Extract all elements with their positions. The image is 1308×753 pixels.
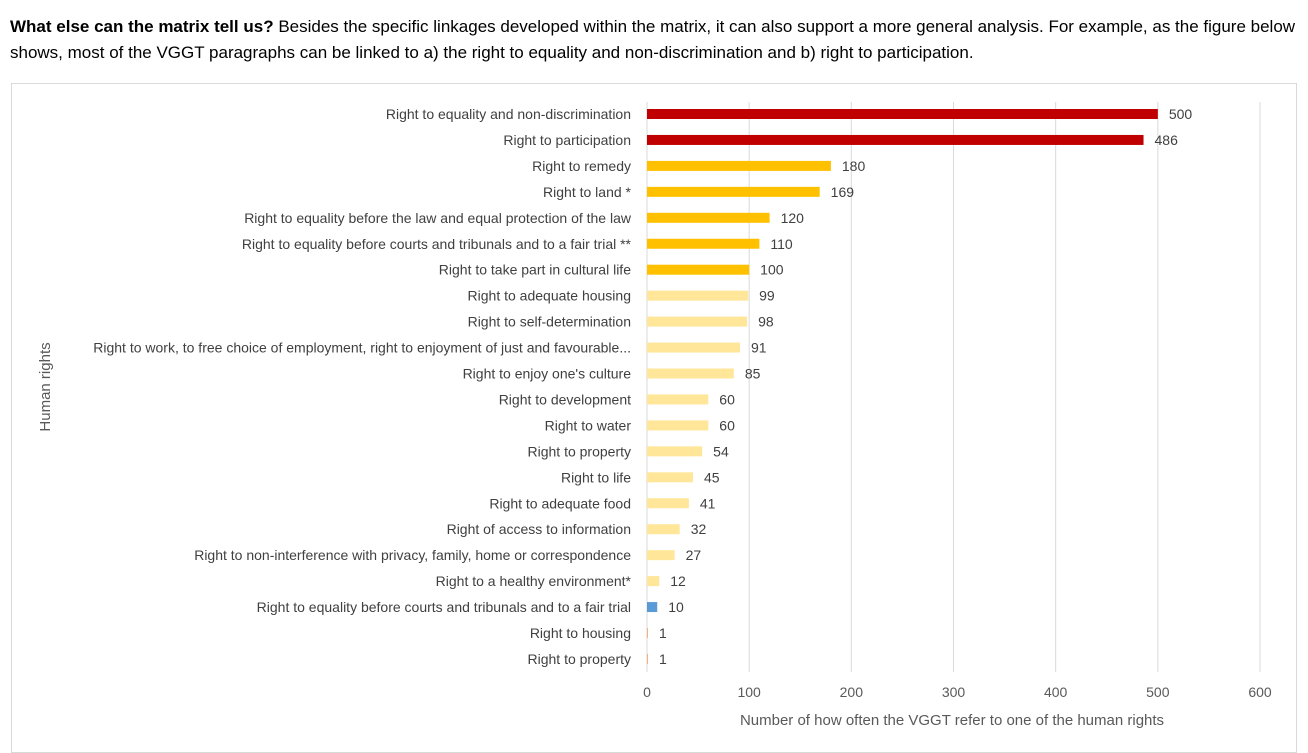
category-label: Right to property bbox=[528, 443, 632, 459]
bar bbox=[647, 576, 660, 587]
value-label: 32 bbox=[691, 521, 707, 537]
bar bbox=[647, 342, 740, 353]
value-label: 27 bbox=[686, 547, 702, 563]
value-label: 41 bbox=[700, 495, 716, 511]
bar bbox=[647, 238, 760, 249]
bar bbox=[647, 186, 820, 197]
category-label: Right to equality before courts and trib… bbox=[257, 599, 631, 615]
value-label: 110 bbox=[770, 236, 793, 252]
bar bbox=[647, 524, 680, 535]
bars bbox=[647, 109, 1158, 664]
value-label: 180 bbox=[842, 158, 866, 174]
bar bbox=[647, 160, 831, 171]
category-label: Right to development bbox=[499, 391, 631, 407]
category-label: Right to a healthy environment* bbox=[436, 573, 632, 589]
category-label: Right to remedy bbox=[532, 158, 631, 174]
value-label: 60 bbox=[719, 417, 735, 433]
x-axis-title: Number of how often the VGGT refer to on… bbox=[740, 712, 1164, 729]
value-label: 85 bbox=[745, 366, 761, 382]
category-label: Right to enjoy one's culture bbox=[463, 366, 632, 382]
intro-text: Besides the specific linkages developed … bbox=[10, 17, 1296, 62]
value-label: 486 bbox=[1155, 132, 1179, 148]
x-tick-label: 300 bbox=[942, 684, 966, 700]
category-label: Right to housing bbox=[530, 625, 631, 641]
intro-paragraph: What else can the matrix tell us? Beside… bbox=[10, 14, 1300, 66]
value-label: 169 bbox=[831, 184, 855, 200]
bar bbox=[647, 446, 703, 457]
intro-lead: What else can the matrix tell us? bbox=[10, 17, 274, 36]
x-tick-label: 500 bbox=[1146, 684, 1170, 700]
category-label: Right to land * bbox=[543, 184, 631, 200]
category-label: Right to non-interference with privacy, … bbox=[194, 547, 631, 563]
category-label: Right to adequate food bbox=[489, 495, 631, 511]
value-label: 100 bbox=[760, 262, 784, 278]
bar bbox=[647, 472, 693, 483]
category-label: Right to life bbox=[561, 469, 631, 485]
bar bbox=[647, 653, 649, 664]
category-label: Right to adequate housing bbox=[468, 288, 631, 304]
y-axis-title: Human rights bbox=[37, 342, 54, 431]
category-label: Right to self-determination bbox=[468, 314, 631, 330]
category-label: Right to participation bbox=[503, 132, 631, 148]
value-label: 54 bbox=[713, 443, 729, 459]
bar bbox=[647, 264, 750, 275]
x-tick-label: 600 bbox=[1248, 684, 1272, 700]
category-label: Right to equality before the law and equ… bbox=[244, 210, 632, 226]
x-tick-labels: 0 100 200 300 400 500 600 bbox=[643, 684, 1272, 700]
bar bbox=[647, 550, 675, 561]
value-label: 1 bbox=[659, 651, 667, 667]
value-label: 10 bbox=[668, 599, 684, 615]
bar bbox=[647, 109, 1158, 119]
bar bbox=[647, 368, 734, 379]
category-label: Right to work, to free choice of employm… bbox=[93, 340, 631, 356]
category-label: Right to equality before courts and trib… bbox=[242, 236, 632, 252]
value-label: 120 bbox=[781, 210, 805, 226]
category-label: Right to water bbox=[545, 417, 632, 433]
value-label: 12 bbox=[670, 573, 686, 589]
value-labels: 5004861801691201101009998918560605445413… bbox=[659, 106, 1192, 667]
x-tick-label: 200 bbox=[840, 684, 864, 700]
category-label: Right to property bbox=[528, 651, 632, 667]
bar bbox=[647, 290, 749, 301]
bar bbox=[647, 212, 770, 223]
category-labels: Right to equality and non-discrimination… bbox=[93, 106, 632, 667]
x-tick-label: 400 bbox=[1044, 684, 1068, 700]
bar bbox=[647, 602, 658, 613]
value-label: 45 bbox=[704, 469, 720, 485]
category-label: Right of access to information bbox=[447, 521, 631, 537]
value-label: 1 bbox=[659, 625, 667, 641]
x-tick-label: 100 bbox=[737, 684, 761, 700]
bar bbox=[647, 134, 1144, 145]
value-label: 500 bbox=[1169, 106, 1193, 122]
bar bbox=[647, 316, 748, 327]
bar bbox=[647, 498, 689, 509]
value-label: 60 bbox=[719, 391, 735, 407]
value-label: 98 bbox=[758, 314, 774, 330]
category-label: Right to equality and non-discrimination bbox=[386, 106, 631, 122]
value-label: 91 bbox=[751, 340, 767, 356]
bar bbox=[647, 394, 709, 405]
x-tick-label: 0 bbox=[643, 684, 651, 700]
value-label: 99 bbox=[759, 288, 775, 304]
category-label: Right to take part in cultural life bbox=[439, 262, 631, 278]
bar bbox=[647, 420, 709, 431]
bar bbox=[647, 628, 649, 638]
